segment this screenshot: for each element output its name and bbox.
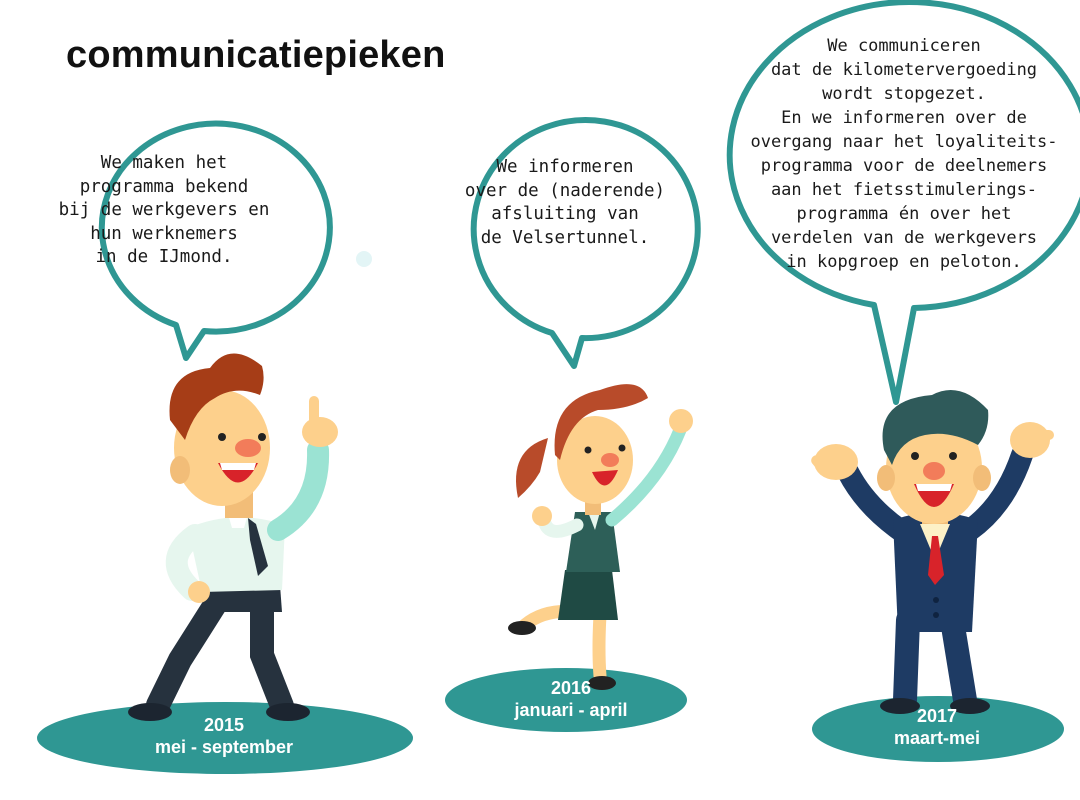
year-label: 2016 <box>550 678 592 698</box>
period-label-2015: 2015 mei - september <box>124 714 324 758</box>
character-woman-jumping <box>508 384 693 690</box>
ground-ellipse-2017 <box>812 696 1064 762</box>
period-label-2016: 2016 januari - april <box>466 677 676 721</box>
ground-ellipse-2016 <box>445 668 687 732</box>
months-label: maart-mei <box>893 728 981 748</box>
bubble-text-2017: We communiceren dat de kilometervergoedi… <box>750 36 1058 272</box>
year-label: 2017 <box>916 706 958 726</box>
character-man-pointing <box>128 353 338 721</box>
speech-bubble-2015 <box>98 120 333 361</box>
period-label-2017: 2017 maart-mei <box>832 705 1042 749</box>
speech-bubble-2016 <box>470 117 701 369</box>
decorative-dot <box>356 251 372 267</box>
page-title: communicatiepieken <box>66 34 446 76</box>
months-label: januari - april <box>514 700 628 720</box>
speech-bubble-2017 <box>726 0 1080 405</box>
bubble-text-2016: We informeren over de (naderende) afslui… <box>464 157 666 248</box>
months-label: mei - september <box>154 737 294 757</box>
character-man-cheering <box>811 390 1054 714</box>
ground-ellipse-2015 <box>37 702 413 774</box>
year-label: 2015 <box>203 715 245 735</box>
bubble-text-2015: We maken het programma bekend bij de wer… <box>58 153 270 267</box>
